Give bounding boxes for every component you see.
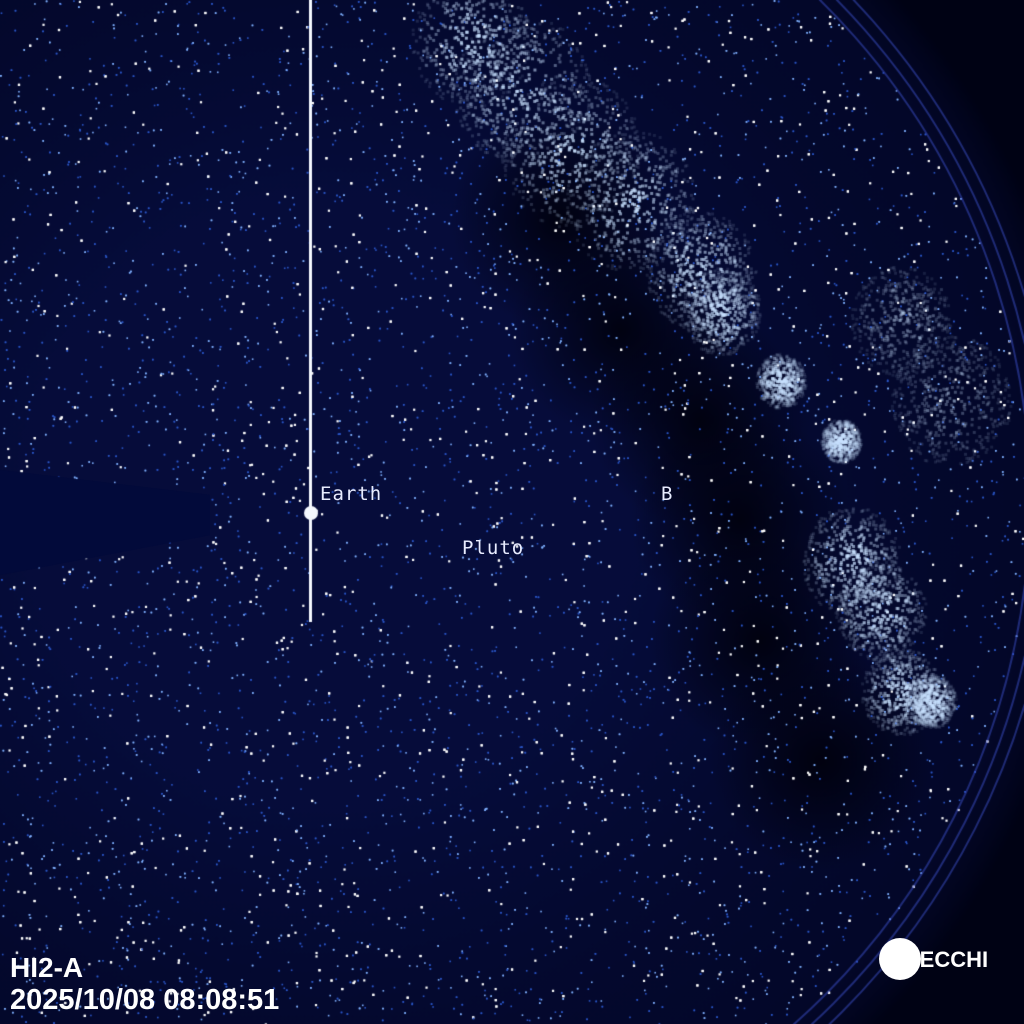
earth-label: Earth xyxy=(320,483,383,505)
instrument-label: HI2-A xyxy=(10,952,84,983)
timestamp-label: 2025/10/08 08:08:51 xyxy=(10,984,280,1016)
secchi-logo: SECCHI xyxy=(879,938,1019,982)
b-label: B xyxy=(661,483,674,505)
secchi-logo-text: SECCHI xyxy=(905,947,989,972)
secchi-sun-disc-icon xyxy=(879,938,921,980)
pluto-label: Pluto xyxy=(462,537,525,559)
